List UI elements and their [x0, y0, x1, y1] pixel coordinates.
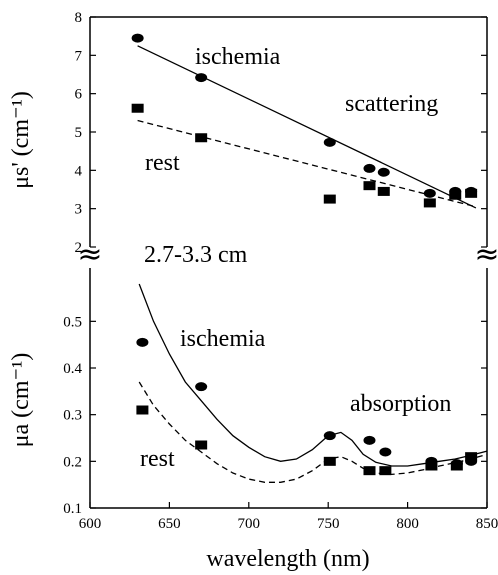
- bottom-data-markers: [136, 337, 478, 476]
- rest-point: [465, 452, 478, 462]
- ischemia-point: [423, 188, 436, 198]
- ischemia-point: [323, 431, 336, 441]
- top-fit-lines: [137, 45, 477, 209]
- top-data-markers: [131, 33, 478, 208]
- annotation-distance-range: 2.7-3.3 cm: [144, 242, 248, 268]
- rest-point: [323, 194, 336, 204]
- rest-point: [363, 181, 376, 191]
- top-y-axis-label: μs' (cm⁻¹): [8, 91, 34, 189]
- rest-point: [450, 461, 463, 471]
- ischemia-point: [379, 447, 392, 457]
- ischemia-point: [363, 435, 376, 445]
- rest-point: [323, 456, 336, 466]
- y-tick-label: 7: [75, 48, 83, 64]
- rest-point: [136, 405, 149, 415]
- x-tick-label: 600: [79, 516, 102, 532]
- y-tick-label: 5: [75, 125, 83, 141]
- rest-line: [138, 381, 488, 483]
- ischemia-point: [131, 33, 144, 43]
- rest-point: [377, 186, 390, 196]
- ischemia-line: [137, 45, 477, 209]
- ischemia-point: [323, 137, 336, 147]
- y-tick-label: 0.5: [63, 314, 82, 330]
- top-panel: 2 3 4 5 6 7 8: [75, 10, 488, 256]
- axis-break-left: ≈: [77, 237, 102, 272]
- annotation-top-ischemia: ischemia: [195, 44, 281, 70]
- y-tick-label: 0.1: [63, 501, 82, 517]
- bottom-y-ticks: 0.1 0.2 0.3 0.4 0.5: [63, 314, 487, 517]
- bottom-model-curves: [138, 283, 488, 483]
- x-tick-label: 650: [158, 516, 181, 532]
- ischemia-point: [377, 167, 390, 177]
- rest-point: [425, 461, 438, 471]
- y-tick-label: 2: [75, 240, 83, 256]
- rest-point: [423, 198, 436, 208]
- rest-point: [195, 133, 208, 143]
- y-tick-label: 4: [75, 163, 83, 179]
- annotation-top-rest: rest: [145, 150, 180, 176]
- y-tick-label: 0.4: [63, 361, 82, 377]
- y-tick-label: 6: [75, 87, 83, 103]
- annotation-absorption: absorption: [350, 391, 451, 417]
- x-tick-label: 850: [476, 516, 498, 532]
- bottom-panel: 0.1 0.2 0.3 0.4 0.5 600 650 700 750 800 850: [63, 268, 498, 532]
- x-ticks: 600 650 700 750 800 850: [79, 502, 498, 532]
- rest-point: [363, 466, 376, 476]
- top-y-ticks: 2 3 4 5 6 7 8: [75, 10, 487, 256]
- annotation-bottom-rest: rest: [140, 446, 175, 472]
- y-tick-label: 0.2: [63, 454, 82, 470]
- rest-point: [131, 103, 144, 113]
- annotation-scattering: scattering: [345, 91, 438, 117]
- ischemia-point: [195, 382, 208, 392]
- ischemia-point: [363, 163, 376, 173]
- x-tick-label: 750: [317, 516, 340, 532]
- bottom-y-axis-label: μa (cm⁻¹): [8, 353, 34, 448]
- x-tick-label: 700: [238, 516, 261, 532]
- x-axis-label: wavelength (nm): [206, 546, 369, 572]
- x-tick-label: 800: [396, 516, 419, 532]
- y-tick-label: 8: [75, 10, 83, 26]
- rest-point: [465, 188, 478, 198]
- rest-point: [195, 440, 208, 450]
- rest-point: [379, 466, 392, 476]
- annotation-bottom-ischemia: ischemia: [180, 326, 266, 352]
- rest-point: [449, 190, 462, 200]
- ischemia-point: [136, 337, 149, 347]
- rest-line: [137, 119, 477, 208]
- axis-break-right: ≈: [474, 237, 498, 272]
- ischemia-line: [138, 283, 488, 467]
- y-tick-label: 3: [75, 202, 83, 218]
- ischemia-point: [195, 73, 208, 83]
- y-tick-label: 0.3: [63, 408, 82, 424]
